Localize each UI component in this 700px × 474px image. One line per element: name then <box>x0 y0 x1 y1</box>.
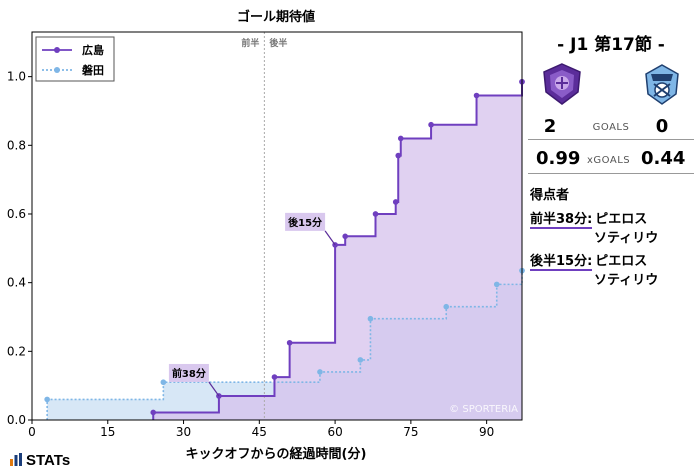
data-point <box>44 396 50 403</box>
goal-player-line1: ピエロス <box>595 212 648 227</box>
goal-time: 後半15分: <box>530 250 593 271</box>
data-point <box>367 315 374 322</box>
goal-player-line2: ソティリウ <box>594 231 659 246</box>
series-area-hiroshima <box>153 81 522 421</box>
goal-entry: 前半38分: ピエロス ソティリウ <box>530 208 658 246</box>
data-point <box>372 211 379 217</box>
legend-label: 磐田 <box>82 63 104 77</box>
halftime-label-first: 前半 <box>241 37 259 49</box>
goal-entry: 後半15分: ピエロス ソティリウ <box>530 250 658 288</box>
data-point <box>342 233 348 240</box>
stats-bars-icon <box>10 453 22 470</box>
data-point <box>286 339 293 346</box>
away-score: 0 <box>655 116 669 137</box>
series-line-iwata <box>46 270 523 420</box>
legend-marker <box>54 47 60 53</box>
data-point <box>395 152 402 159</box>
match-title: - J1 第17節 - <box>557 35 665 55</box>
data-point <box>473 92 480 99</box>
annotation-pointer <box>324 230 336 246</box>
goal-player-line2: ソティリウ <box>594 273 659 288</box>
y-tick-label: 0.4 <box>7 276 26 290</box>
goals-row: 2 GOALS 0 <box>528 116 694 140</box>
annotation-label: 後15分 <box>288 216 322 229</box>
data-point <box>357 357 364 363</box>
home-score: 2 <box>543 116 557 137</box>
plot-frame <box>31 31 523 421</box>
xgoals-label: xGOALS <box>587 155 631 166</box>
x-tick-label: 15 <box>100 425 115 439</box>
y-tick-label: 0.8 <box>7 138 26 152</box>
x-axis-label: キックオフからの経過時間(分) <box>186 446 367 462</box>
data-point <box>271 374 278 380</box>
x-tick-label: 0 <box>28 425 36 439</box>
watermark: © SPORTERIA <box>449 404 518 415</box>
y-tick-label: 0.6 <box>7 207 26 221</box>
annotation-pointer <box>208 381 220 397</box>
y-tick-label: 0.2 <box>7 344 26 358</box>
legend-label: 広島 <box>82 43 104 57</box>
data-point <box>160 379 167 386</box>
y-tick-label: 1.0 <box>7 70 26 84</box>
data-point <box>428 121 434 128</box>
data-point <box>317 369 323 375</box>
x-tick-label: 75 <box>403 425 418 439</box>
goal-time: 前半38分: <box>530 208 593 229</box>
x-tick-label: 45 <box>252 425 267 439</box>
x-tick-label: 30 <box>176 425 191 439</box>
data-point <box>443 303 450 310</box>
jubilo-crest-icon <box>640 62 684 106</box>
sanfrecce-crest-icon <box>540 62 584 106</box>
home-xg: 0.99 <box>536 148 581 169</box>
chart-title: ゴール期待値 <box>237 9 315 25</box>
halftime-label-second: 後半 <box>269 37 287 49</box>
goal-player-line1: ピエロス <box>595 254 648 269</box>
data-point <box>493 281 500 288</box>
data-point <box>397 135 404 142</box>
data-point <box>392 199 399 205</box>
annotation-box <box>168 363 209 382</box>
goals-label: GOALS <box>592 122 630 133</box>
scorers-heading: 得点者 <box>530 188 570 203</box>
legend <box>35 36 115 82</box>
legend-marker <box>54 67 60 73</box>
annotation-label: 前38分 <box>172 367 206 380</box>
y-tick-label: 0.0 <box>7 413 26 427</box>
stats-logo: STATs <box>10 452 70 470</box>
xgoals-row: 0.99 xGOALS 0.44 <box>528 146 694 174</box>
data-point <box>150 409 157 416</box>
annotation-box <box>285 212 326 231</box>
x-tick-label: 60 <box>327 425 342 439</box>
x-tick-label: 90 <box>479 425 494 439</box>
stats-logo-text: STATs <box>26 452 71 469</box>
away-xg: 0.44 <box>641 148 686 169</box>
